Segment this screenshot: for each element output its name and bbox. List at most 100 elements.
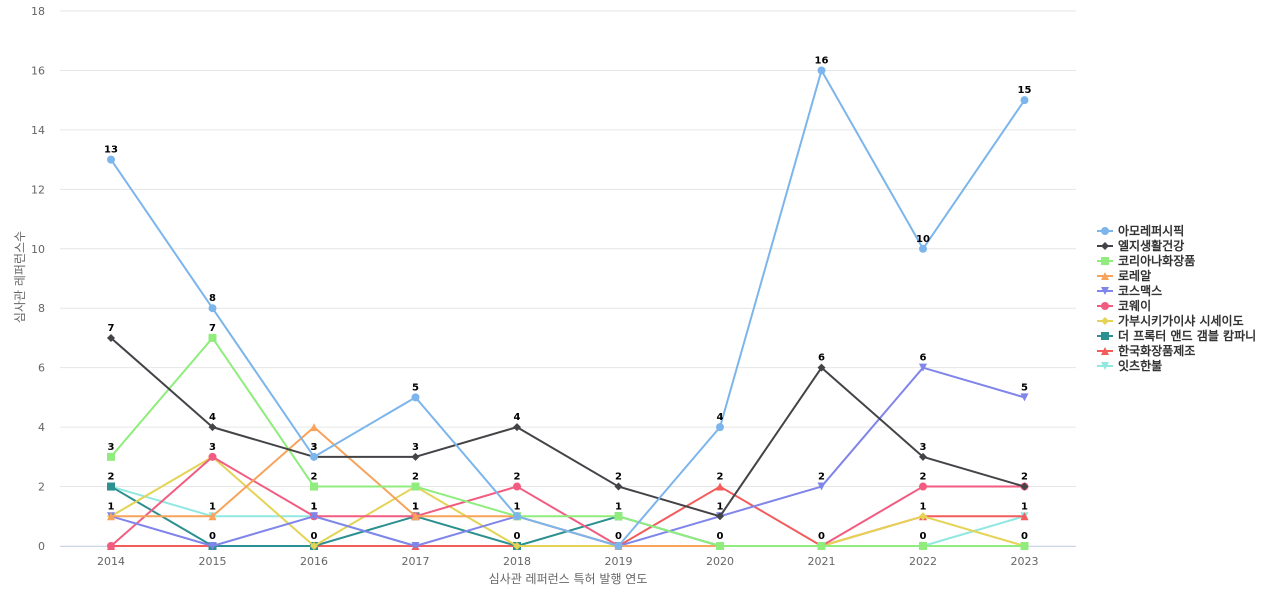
x-tick-label: 2022: [909, 555, 937, 568]
data-label: 3: [209, 442, 216, 453]
legend-label: 코웨이: [1118, 298, 1151, 313]
data-point: [817, 542, 826, 550]
data-point: [107, 155, 115, 164]
data-point: [1101, 332, 1109, 340]
data-point: [411, 482, 420, 491]
data-label: 2: [818, 472, 825, 483]
x-tick-label: 2020: [706, 555, 734, 568]
legend-item: 한국화장품제조: [1097, 343, 1195, 358]
data-label: 1: [1021, 501, 1028, 512]
y-tick-label: 2: [38, 481, 45, 494]
legend-label: 한국화장품제조: [1118, 343, 1195, 358]
data-label: 3: [412, 442, 419, 453]
data-point: [1020, 482, 1029, 491]
data-point: [107, 482, 115, 491]
data-point: [310, 452, 318, 461]
data-point: [919, 244, 927, 253]
data-point: [716, 512, 724, 521]
data-point: [1101, 362, 1109, 370]
data-label: 2: [514, 472, 521, 483]
data-point: [614, 542, 623, 550]
y-tick-label: 14: [31, 124, 45, 137]
data-point: [310, 482, 318, 491]
data-point: [1101, 302, 1109, 310]
data-label: 0: [615, 531, 622, 542]
y-axis-title: 심사관 레퍼런스수: [13, 231, 27, 323]
data-point: [310, 512, 318, 521]
y-tick-label: 10: [31, 243, 45, 256]
x-tick-label: 2018: [503, 555, 531, 568]
data-point: [107, 512, 115, 521]
data-label: 1: [920, 501, 927, 512]
data-point: [1020, 542, 1029, 550]
legend-item: 로레알: [1097, 268, 1151, 283]
data-label: 1: [108, 501, 115, 512]
series-2: [107, 333, 1029, 521]
data-label: 2: [615, 472, 622, 483]
data-label: 1: [311, 501, 318, 512]
data-label: 2: [717, 472, 724, 483]
legend-item: 아모레퍼시픽: [1097, 223, 1184, 238]
series-line: [110, 69, 1026, 547]
data-point: [1101, 257, 1109, 265]
data-label: 2: [412, 472, 419, 483]
data-point: [107, 542, 115, 550]
data-point: [1020, 393, 1029, 402]
data-point: [1101, 242, 1109, 250]
data-point: [919, 542, 927, 550]
y-axis: 0 2 4 6 8 10 12 14 16 18: [31, 5, 45, 553]
data-label: 4: [209, 412, 216, 423]
legend-label: 더 프록터 앤드 갬블 캄파니: [1118, 328, 1256, 343]
data-label: 7: [108, 323, 115, 334]
data-point: [513, 512, 521, 521]
data-label: 0: [717, 531, 724, 542]
legend-label: 코리아나화장품: [1118, 253, 1195, 268]
data-point: [614, 512, 623, 521]
data-label: 1: [412, 501, 419, 512]
data-label: 6: [920, 353, 927, 364]
data-point: [1101, 347, 1109, 355]
data-label: 2: [108, 472, 115, 483]
data-label: 2: [311, 472, 318, 483]
data-point: [919, 452, 927, 461]
x-axis-title: 심사관 레퍼런스 특허 발행 연도: [489, 571, 648, 586]
data-point: [513, 482, 521, 491]
data-label: 10: [916, 234, 930, 245]
data-label: 1: [717, 501, 724, 512]
data-label: 2: [1021, 472, 1028, 483]
data-point: [1020, 96, 1029, 105]
series-line: [110, 455, 1026, 547]
data-label: 0: [920, 531, 927, 542]
data-point: [513, 423, 521, 432]
y-tick-label: 12: [31, 183, 45, 196]
y-tick-label: 16: [31, 64, 45, 77]
data-point: [716, 482, 724, 491]
x-tick-label: 2023: [1011, 555, 1039, 568]
data-label: 0: [514, 531, 521, 542]
x-tick-label: 2019: [605, 555, 633, 568]
data-point: [1101, 272, 1109, 280]
data-label: 0: [311, 531, 318, 542]
data-point: [208, 452, 217, 461]
data-point: [310, 423, 318, 432]
data-point: [411, 393, 420, 402]
legend-item: 코웨이: [1097, 298, 1151, 313]
data-label: 16: [815, 55, 829, 66]
data-label: 5: [1021, 382, 1028, 393]
y-tick-label: 18: [31, 5, 45, 18]
data-label: 4: [514, 412, 521, 423]
data-point: [513, 542, 521, 550]
data-point: [208, 512, 217, 521]
data-point: [310, 542, 318, 550]
series-line: [110, 455, 1026, 547]
data-point: [411, 512, 420, 521]
data-label: 0: [818, 531, 825, 542]
data-point: [1101, 287, 1109, 295]
data-label: 1: [209, 501, 216, 512]
data-point: [411, 452, 420, 461]
y-tick-label: 4: [38, 421, 45, 434]
data-label: 3: [311, 442, 318, 453]
data-point: [614, 482, 623, 491]
